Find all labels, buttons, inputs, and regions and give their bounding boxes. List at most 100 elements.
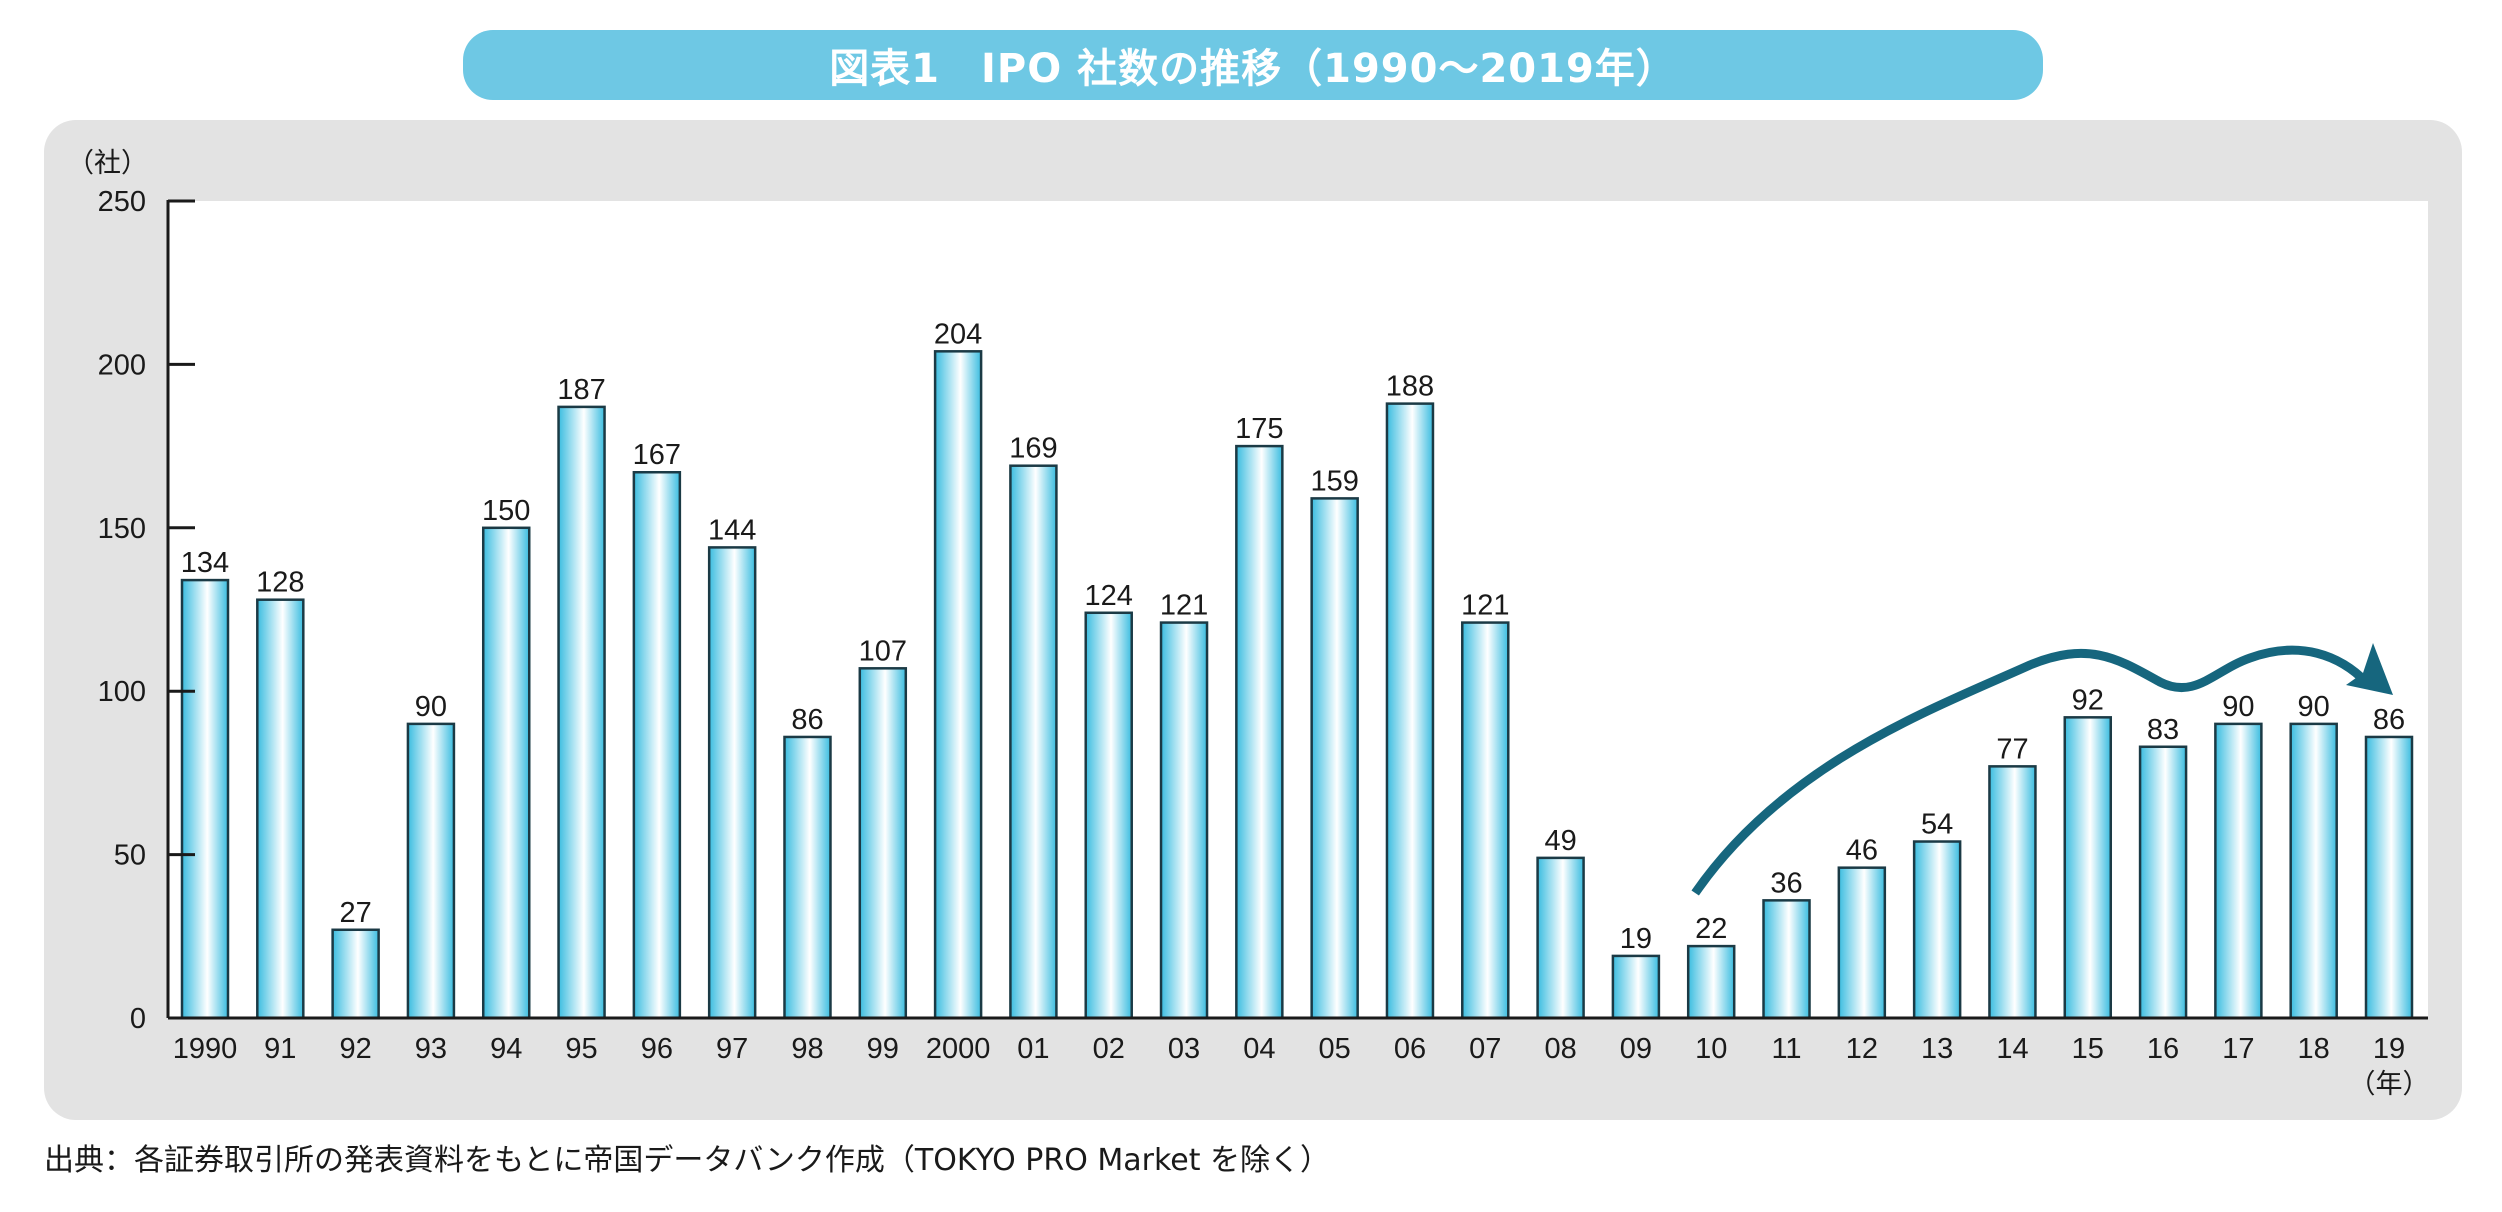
bar-98: [783, 735, 832, 1020]
trend-arrow-head-icon: [2346, 643, 2393, 695]
data-label-04: 175: [1235, 413, 1283, 445]
bar-13: [1912, 840, 1962, 1020]
x-tick-label-08: 08: [1544, 1033, 1576, 1065]
x-tick-label-03: 03: [1168, 1033, 1200, 1065]
bar-95: [557, 405, 606, 1020]
data-label-97: 144: [708, 514, 756, 546]
y-tick-label-100: 100: [98, 676, 146, 708]
trend-arrow-line: [1691, 645, 2371, 896]
x-tick-label-18: 18: [2298, 1033, 2330, 1065]
y-axis-unit-label: （社）: [67, 148, 148, 178]
x-axis-unit-label: （年）: [2349, 1069, 2430, 1099]
source-note: 出典：各証券取引所の発表資料をもとに帝国データバンク作成（TOKYO PRO M…: [44, 1143, 1331, 1178]
bar-07: [1461, 621, 1510, 1020]
bar-01: [1009, 464, 1058, 1020]
data-label-2000: 204: [934, 318, 982, 350]
y-tick-label-0: 0: [130, 1003, 146, 1035]
bar-08: [1536, 856, 1585, 1020]
y-tick-label-50: 50: [114, 840, 146, 872]
x-tick-label-1990: 1990: [173, 1033, 238, 1065]
bar-14: [1988, 765, 2037, 1020]
bar-1990: [180, 578, 230, 1020]
bar-97: [707, 546, 757, 1020]
x-tick-label-05: 05: [1319, 1033, 1351, 1065]
x-tick-label-01: 01: [1017, 1033, 1049, 1065]
bar-03: [1159, 621, 1209, 1020]
data-label-10: 22: [1695, 913, 1727, 945]
plot-area: [168, 201, 2428, 1018]
bar-93: [406, 722, 456, 1020]
data-labels: 134 128 27 90 150 187 167 144 86 107 204 169 124 121 1…: [181, 318, 2405, 955]
y-tick-label-200: 200: [98, 349, 146, 381]
bars: [180, 350, 2414, 1020]
x-tick-label-10: 10: [1695, 1033, 1727, 1065]
bar-96: [632, 470, 682, 1020]
bar-09: [1611, 954, 1661, 1020]
x-tick-label-96: 96: [641, 1033, 673, 1065]
y-tick-label-150: 150: [98, 513, 146, 545]
data-label-14: 77: [1996, 733, 2028, 765]
x-tick-label-17: 17: [2222, 1033, 2254, 1065]
data-label-08: 49: [1544, 825, 1576, 857]
y-tick-label-250: 250: [98, 186, 146, 218]
x-tick-label-16: 16: [2147, 1033, 2179, 1065]
data-label-11: 36: [1770, 867, 1802, 899]
data-label-94: 150: [482, 495, 530, 527]
data-label-07: 121: [1461, 590, 1509, 622]
x-tick-label-94: 94: [490, 1033, 522, 1065]
bar-2000: [933, 350, 983, 1020]
x-tick-label-15: 15: [2072, 1033, 2104, 1065]
x-tick-label-19: 19: [2373, 1033, 2405, 1065]
data-label-91: 128: [256, 567, 304, 599]
x-tick-label-13: 13: [1921, 1033, 1953, 1065]
bar-02: [1084, 611, 1133, 1020]
data-label-1990: 134: [181, 547, 229, 579]
x-tick-label-07: 07: [1469, 1033, 1501, 1065]
x-tick-label-11: 11: [1771, 1033, 1801, 1065]
bar-05: [1310, 497, 1359, 1020]
data-label-13: 54: [1921, 809, 1953, 841]
data-label-95: 187: [557, 374, 605, 406]
bar-18: [2289, 722, 2338, 1020]
data-label-19: 86: [2373, 704, 2405, 736]
data-label-92: 27: [339, 897, 371, 929]
axes: 1990 91 92 93 94 95 96 97 98 99 2000 01 02 03 04 05 06 07…: [98, 186, 2428, 1065]
data-label-99: 107: [859, 635, 907, 667]
bar-94: [481, 526, 531, 1020]
bar-91: [256, 598, 305, 1020]
data-label-98: 86: [791, 704, 823, 736]
x-tick-label-91: 91: [264, 1033, 296, 1065]
data-label-18: 90: [2298, 691, 2330, 723]
x-tick-label-92: 92: [339, 1033, 371, 1065]
bar-06: [1385, 402, 1435, 1020]
data-label-03: 121: [1160, 590, 1208, 622]
data-label-06: 188: [1386, 371, 1434, 403]
bar-12: [1837, 866, 1887, 1020]
x-tick-label-09: 09: [1620, 1033, 1652, 1065]
data-label-12: 46: [1846, 835, 1878, 867]
x-tick-label-95: 95: [565, 1033, 597, 1065]
data-label-93: 90: [415, 691, 447, 723]
data-label-17: 90: [2222, 691, 2254, 723]
title-banner: 図表1 IPO 社数の推移（1990～2019年）: [463, 30, 2043, 100]
x-tick-label-2000: 2000: [926, 1033, 991, 1065]
x-tick-label-04: 04: [1243, 1033, 1275, 1065]
x-tick-label-12: 12: [1846, 1033, 1878, 1065]
data-label-09: 19: [1620, 923, 1652, 955]
data-label-05: 159: [1310, 465, 1358, 497]
x-tick-label-02: 02: [1093, 1033, 1125, 1065]
bar-16: [2138, 745, 2188, 1020]
bar-99: [858, 667, 908, 1020]
data-label-96: 167: [633, 439, 681, 471]
x-tick-label-06: 06: [1394, 1033, 1426, 1065]
bar-92: [331, 928, 380, 1020]
x-tick-label-14: 14: [1996, 1033, 2028, 1065]
data-label-15: 92: [2072, 684, 2104, 716]
bar-15: [2063, 716, 2113, 1020]
data-label-02: 124: [1085, 580, 1133, 612]
bar-11: [1762, 899, 1811, 1020]
bar-04: [1235, 444, 1284, 1020]
chart-title: 図表1 IPO 社数の推移（1990～2019年）: [829, 46, 1677, 92]
x-tick-label-99: 99: [867, 1033, 899, 1065]
